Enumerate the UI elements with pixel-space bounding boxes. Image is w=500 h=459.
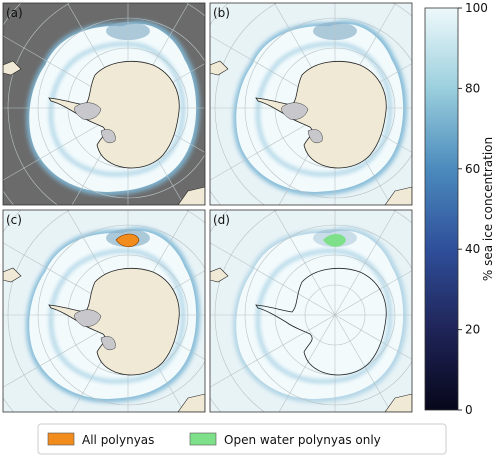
- graticule: [278, 314, 336, 412]
- south-america: [210, 60, 229, 76]
- antarctica: [48, 267, 180, 376]
- australia: [177, 393, 205, 412]
- tick-label: 20: [465, 323, 480, 337]
- map-content: [210, 210, 412, 412]
- colorbar-label: % sea ice concentration: [481, 137, 495, 281]
- graticule: [210, 314, 336, 388]
- graticule: [334, 210, 396, 316]
- legend-swatch: [189, 432, 217, 446]
- antarctica: [48, 60, 180, 169]
- panel-frame: [209, 2, 413, 206]
- panel-frame: [209, 209, 413, 413]
- legend-box: [37, 423, 447, 455]
- panel-label: (a): [6, 6, 23, 20]
- tick-label: 60: [465, 162, 480, 176]
- colorbar: % sea ice concentration 0 20 40 60 80 100: [424, 1, 495, 417]
- ice-shelf: [281, 102, 323, 144]
- map-content: [210, 3, 412, 205]
- panel-frame: [2, 209, 206, 413]
- south-america: [210, 267, 229, 283]
- tick-label: 0: [465, 403, 473, 417]
- ice-shelf: [74, 102, 116, 144]
- legend-swatch: [47, 432, 75, 446]
- panel-label: (c): [6, 213, 22, 227]
- polynya: [323, 234, 346, 247]
- panel-label: (b): [213, 6, 230, 20]
- graticule: [334, 314, 412, 360]
- legend-label: All polynyas: [82, 433, 154, 447]
- map-content: [3, 210, 205, 412]
- map-panel: (c): [2, 209, 206, 413]
- map-panel: (d): [209, 209, 413, 413]
- polynya: [115, 233, 140, 248]
- australia: [177, 186, 205, 205]
- legend: All polynyas Open water polynyas only: [37, 423, 447, 455]
- tick-label: 100: [465, 1, 488, 15]
- south-america: [3, 60, 22, 76]
- antarctica: [255, 267, 387, 376]
- graticule: [334, 314, 392, 412]
- south-america: [3, 267, 22, 283]
- graticule: [334, 270, 412, 316]
- australia: [384, 393, 412, 412]
- tick-label: 40: [465, 242, 480, 256]
- map-panel: (a): [2, 2, 206, 206]
- australia: [384, 186, 412, 205]
- panel-frame: [2, 2, 206, 206]
- ice-shelf: [74, 309, 116, 351]
- tick-label: 80: [465, 81, 480, 95]
- panel-label: (d): [213, 213, 230, 227]
- graticule: [274, 210, 336, 316]
- colorbar-ramp: [424, 7, 459, 411]
- graticule: [210, 242, 336, 316]
- map-panel: (b): [209, 2, 413, 206]
- antarctica: [255, 60, 387, 169]
- map-content: [3, 3, 205, 205]
- legend-label: Open water polynyas only: [224, 433, 381, 447]
